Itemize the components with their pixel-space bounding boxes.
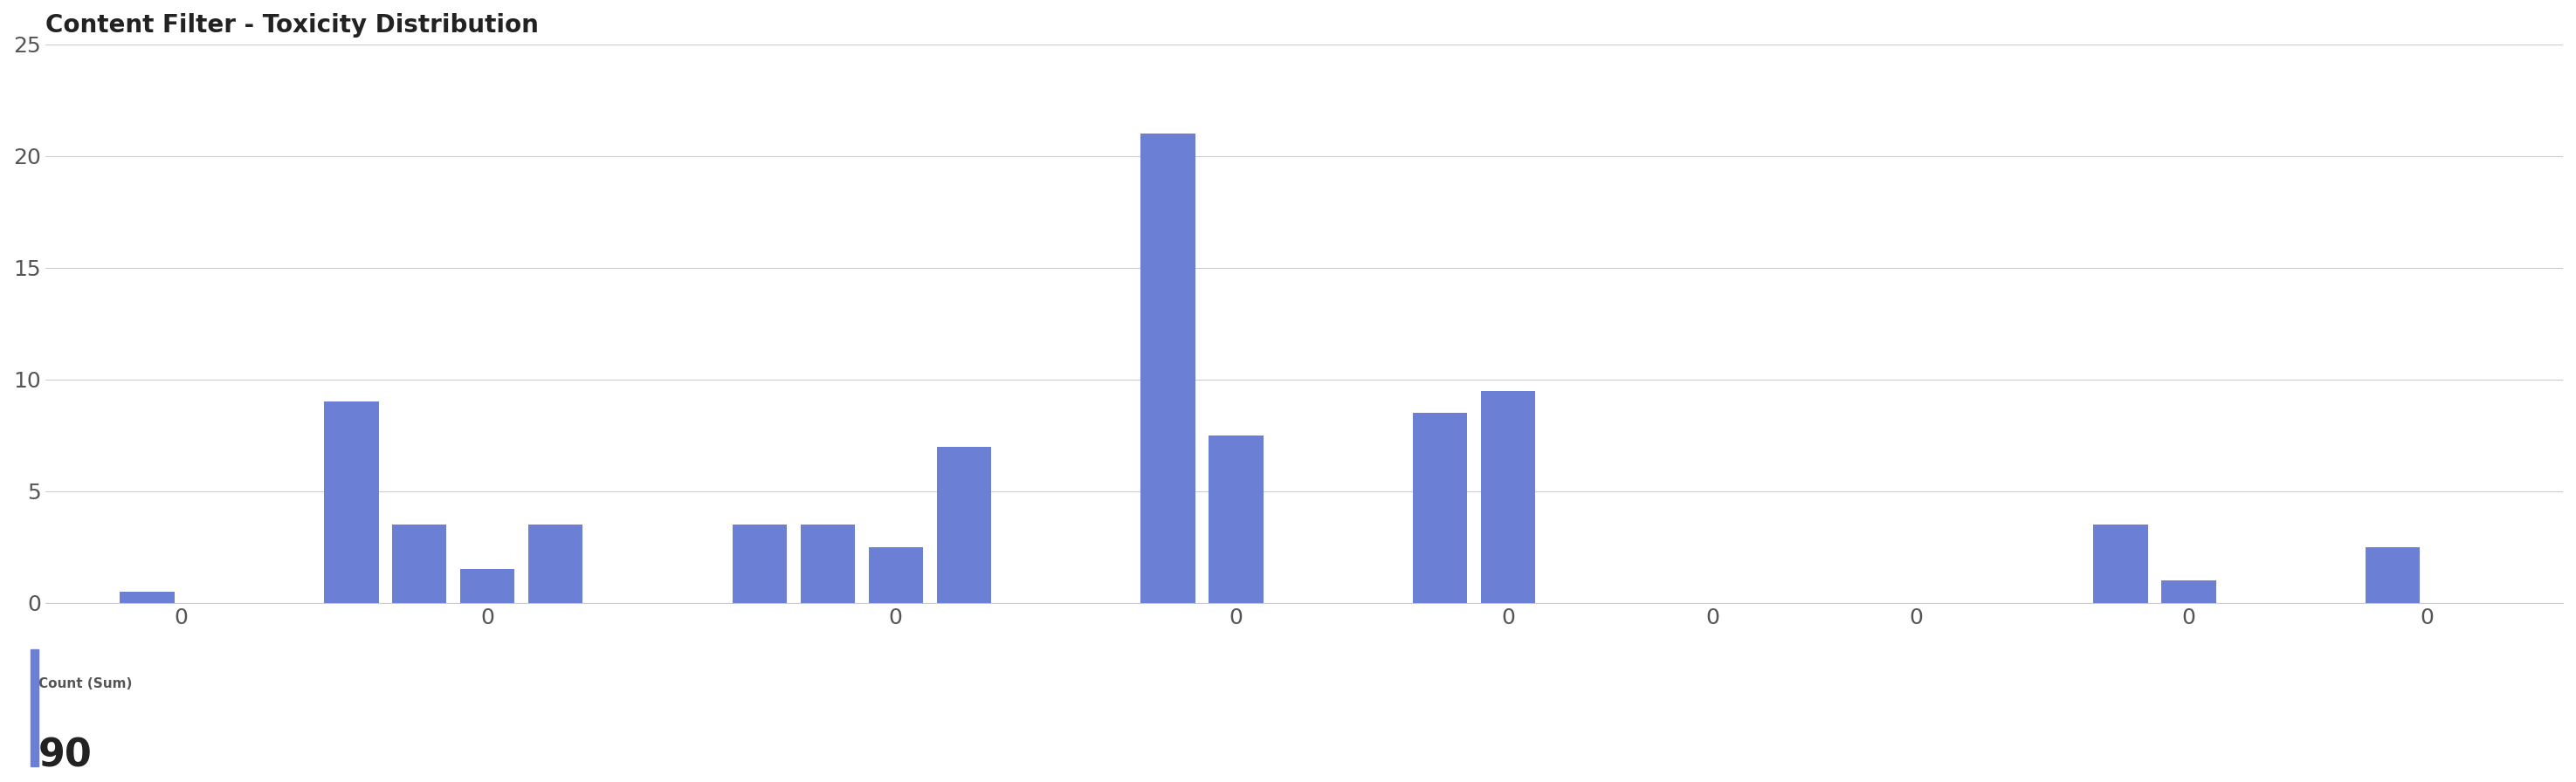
Bar	[325, 402, 379, 603]
Bar	[938, 447, 992, 603]
Bar	[1481, 391, 1535, 603]
Bar	[461, 569, 515, 603]
Text: Content Filter - Toxicity Distribution: Content Filter - Toxicity Distribution	[46, 13, 538, 38]
Text: Count (Sum): Count (Sum)	[39, 678, 131, 691]
Bar	[121, 592, 175, 603]
Text: 90: 90	[39, 737, 93, 774]
Bar	[2161, 580, 2215, 603]
Bar	[868, 547, 922, 603]
Bar	[2094, 525, 2148, 603]
Bar	[1141, 134, 1195, 603]
Bar	[1208, 436, 1262, 603]
Bar	[732, 525, 786, 603]
Bar	[392, 525, 446, 603]
Bar	[1412, 413, 1468, 603]
Bar	[2365, 547, 2419, 603]
Bar	[801, 525, 855, 603]
Bar	[528, 525, 582, 603]
